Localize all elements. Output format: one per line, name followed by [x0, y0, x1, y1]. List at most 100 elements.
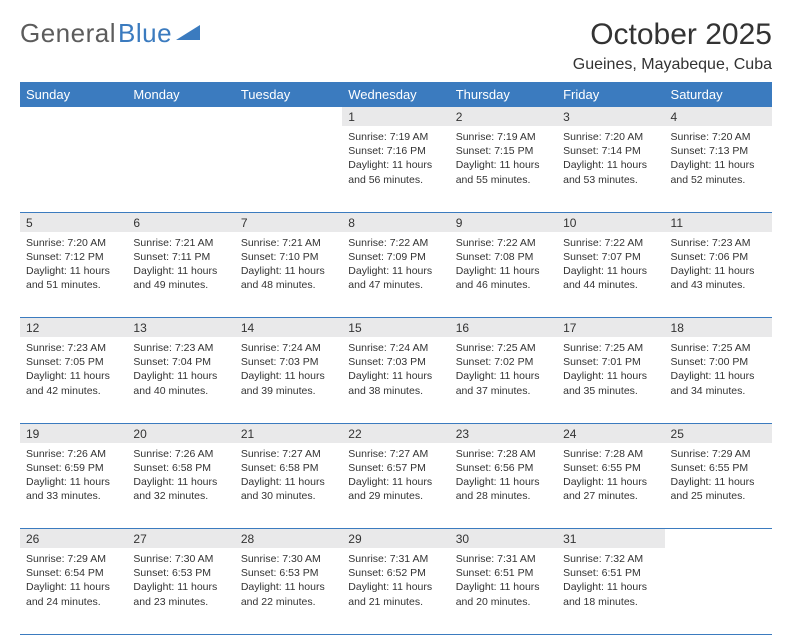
day-number-cell: [127, 107, 234, 126]
day-info-cell: Sunrise: 7:23 AMSunset: 7:05 PMDaylight:…: [20, 337, 127, 423]
day-info-cell: [20, 126, 127, 212]
daylight-line: Daylight: 11 hours and 29 minutes.: [348, 475, 443, 503]
sunset-line: Sunset: 6:51 PM: [456, 566, 551, 580]
sunrise-line: Sunrise: 7:30 AM: [241, 552, 336, 566]
weekday-header-row: SundayMondayTuesdayWednesdayThursdayFrid…: [20, 82, 772, 107]
sunset-line: Sunset: 6:58 PM: [133, 461, 228, 475]
day-info-cell: Sunrise: 7:20 AMSunset: 7:13 PMDaylight:…: [665, 126, 772, 212]
sunrise-line: Sunrise: 7:22 AM: [456, 236, 551, 250]
day-number-row: 262728293031: [20, 529, 772, 549]
sunset-line: Sunset: 7:07 PM: [563, 250, 658, 264]
sunrise-line: Sunrise: 7:25 AM: [563, 341, 658, 355]
sunset-line: Sunset: 6:52 PM: [348, 566, 443, 580]
day-number-row: 12131415161718: [20, 318, 772, 338]
day-number-cell: 21: [235, 423, 342, 443]
daylight-line: Daylight: 11 hours and 34 minutes.: [671, 369, 766, 397]
day-number-cell: 5: [20, 212, 127, 232]
daylight-line: Daylight: 11 hours and 43 minutes.: [671, 264, 766, 292]
sunset-line: Sunset: 6:53 PM: [133, 566, 228, 580]
sunrise-line: Sunrise: 7:24 AM: [241, 341, 336, 355]
sunset-line: Sunset: 7:14 PM: [563, 144, 658, 158]
sunset-line: Sunset: 7:04 PM: [133, 355, 228, 369]
daylight-line: Daylight: 11 hours and 49 minutes.: [133, 264, 228, 292]
day-number-cell: 13: [127, 318, 234, 338]
day-number-cell: 29: [342, 529, 449, 549]
location-text: Gueines, Mayabeque, Cuba: [573, 56, 772, 74]
sunrise-line: Sunrise: 7:20 AM: [563, 130, 658, 144]
daylight-line: Daylight: 11 hours and 37 minutes.: [456, 369, 551, 397]
calendar-head: SundayMondayTuesdayWednesdayThursdayFrid…: [20, 82, 772, 107]
sunset-line: Sunset: 7:08 PM: [456, 250, 551, 264]
daylight-line: Daylight: 11 hours and 32 minutes.: [133, 475, 228, 503]
day-info-cell: Sunrise: 7:29 AMSunset: 6:54 PMDaylight:…: [20, 548, 127, 634]
daylight-line: Daylight: 11 hours and 22 minutes.: [241, 580, 336, 608]
day-info-cell: Sunrise: 7:28 AMSunset: 6:55 PMDaylight:…: [557, 443, 664, 529]
sunset-line: Sunset: 6:54 PM: [26, 566, 121, 580]
day-info-cell: Sunrise: 7:23 AMSunset: 7:06 PMDaylight:…: [665, 232, 772, 318]
day-info-cell: Sunrise: 7:19 AMSunset: 7:16 PMDaylight:…: [342, 126, 449, 212]
day-info-cell: Sunrise: 7:29 AMSunset: 6:55 PMDaylight:…: [665, 443, 772, 529]
day-info-cell: Sunrise: 7:26 AMSunset: 6:59 PMDaylight:…: [20, 443, 127, 529]
day-number-cell: 4: [665, 107, 772, 126]
day-number-cell: 7: [235, 212, 342, 232]
page-title: October 2025: [573, 18, 772, 52]
day-info-cell: Sunrise: 7:28 AMSunset: 6:56 PMDaylight:…: [450, 443, 557, 529]
day-number-cell: 1: [342, 107, 449, 126]
day-number-cell: 26: [20, 529, 127, 549]
day-info-cell: Sunrise: 7:31 AMSunset: 6:52 PMDaylight:…: [342, 548, 449, 634]
day-info-cell: [665, 548, 772, 634]
day-info-cell: Sunrise: 7:21 AMSunset: 7:10 PMDaylight:…: [235, 232, 342, 318]
day-info-cell: Sunrise: 7:24 AMSunset: 7:03 PMDaylight:…: [235, 337, 342, 423]
sunrise-line: Sunrise: 7:24 AM: [348, 341, 443, 355]
sunrise-line: Sunrise: 7:23 AM: [26, 341, 121, 355]
sunrise-line: Sunrise: 7:21 AM: [133, 236, 228, 250]
sunset-line: Sunset: 7:12 PM: [26, 250, 121, 264]
sunrise-line: Sunrise: 7:29 AM: [26, 552, 121, 566]
day-number-cell: [235, 107, 342, 126]
day-info-cell: Sunrise: 7:21 AMSunset: 7:11 PMDaylight:…: [127, 232, 234, 318]
daylight-line: Daylight: 11 hours and 52 minutes.: [671, 158, 766, 186]
daylight-line: Daylight: 11 hours and 40 minutes.: [133, 369, 228, 397]
sunrise-line: Sunrise: 7:30 AM: [133, 552, 228, 566]
weekday-header: Saturday: [665, 82, 772, 107]
sunrise-line: Sunrise: 7:22 AM: [563, 236, 658, 250]
sunset-line: Sunset: 7:15 PM: [456, 144, 551, 158]
day-info-cell: Sunrise: 7:31 AMSunset: 6:51 PMDaylight:…: [450, 548, 557, 634]
sunrise-line: Sunrise: 7:31 AM: [456, 552, 551, 566]
sunrise-line: Sunrise: 7:27 AM: [241, 447, 336, 461]
day-number-cell: 18: [665, 318, 772, 338]
daylight-line: Daylight: 11 hours and 46 minutes.: [456, 264, 551, 292]
sunrise-line: Sunrise: 7:21 AM: [241, 236, 336, 250]
sunset-line: Sunset: 7:09 PM: [348, 250, 443, 264]
day-number-cell: 22: [342, 423, 449, 443]
day-number-cell: 23: [450, 423, 557, 443]
sunrise-line: Sunrise: 7:23 AM: [133, 341, 228, 355]
sunrise-line: Sunrise: 7:20 AM: [26, 236, 121, 250]
day-info-cell: Sunrise: 7:25 AMSunset: 7:01 PMDaylight:…: [557, 337, 664, 423]
daylight-line: Daylight: 11 hours and 53 minutes.: [563, 158, 658, 186]
daylight-line: Daylight: 11 hours and 38 minutes.: [348, 369, 443, 397]
day-info-cell: Sunrise: 7:23 AMSunset: 7:04 PMDaylight:…: [127, 337, 234, 423]
day-number-cell: 6: [127, 212, 234, 232]
daylight-line: Daylight: 11 hours and 56 minutes.: [348, 158, 443, 186]
sunrise-line: Sunrise: 7:26 AM: [26, 447, 121, 461]
sunrise-line: Sunrise: 7:28 AM: [456, 447, 551, 461]
sunset-line: Sunset: 6:53 PM: [241, 566, 336, 580]
day-number-cell: 30: [450, 529, 557, 549]
day-info-row: Sunrise: 7:23 AMSunset: 7:05 PMDaylight:…: [20, 337, 772, 423]
day-number-cell: 19: [20, 423, 127, 443]
day-info-cell: Sunrise: 7:27 AMSunset: 6:58 PMDaylight:…: [235, 443, 342, 529]
daylight-line: Daylight: 11 hours and 48 minutes.: [241, 264, 336, 292]
sunrise-line: Sunrise: 7:31 AM: [348, 552, 443, 566]
day-info-cell: Sunrise: 7:19 AMSunset: 7:15 PMDaylight:…: [450, 126, 557, 212]
sunset-line: Sunset: 6:58 PM: [241, 461, 336, 475]
day-info-cell: Sunrise: 7:20 AMSunset: 7:12 PMDaylight:…: [20, 232, 127, 318]
sunrise-line: Sunrise: 7:26 AM: [133, 447, 228, 461]
day-number-cell: 28: [235, 529, 342, 549]
sunrise-line: Sunrise: 7:27 AM: [348, 447, 443, 461]
sunrise-line: Sunrise: 7:28 AM: [563, 447, 658, 461]
sunset-line: Sunset: 6:51 PM: [563, 566, 658, 580]
day-number-cell: 25: [665, 423, 772, 443]
day-info-cell: Sunrise: 7:22 AMSunset: 7:09 PMDaylight:…: [342, 232, 449, 318]
daylight-line: Daylight: 11 hours and 20 minutes.: [456, 580, 551, 608]
